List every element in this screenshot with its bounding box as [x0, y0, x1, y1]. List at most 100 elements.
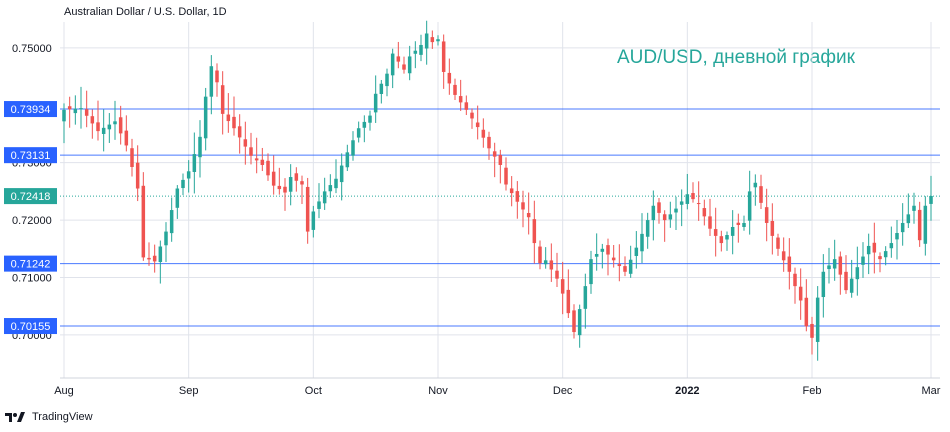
- candle-body: [351, 140, 355, 156]
- candle-body: [838, 256, 843, 275]
- last-price-badge-bg: [4, 188, 57, 205]
- candle-body: [583, 286, 588, 309]
- candle-body: [424, 33, 429, 49]
- candle-body: [379, 83, 384, 94]
- candle-body: [566, 289, 571, 314]
- candle-body: [810, 323, 814, 338]
- candle-body: [662, 214, 667, 221]
- candle-body: [458, 96, 463, 103]
- candle-body: [101, 127, 106, 134]
- candle-body: [725, 235, 729, 240]
- tradingview-logo-text: TradingView: [32, 411, 93, 423]
- candle-body: [277, 185, 282, 190]
- candle-body: [181, 179, 185, 189]
- candle-body: [475, 122, 480, 128]
- candle-body: [260, 159, 265, 165]
- candle-body: [645, 220, 650, 237]
- candle-body: [923, 205, 928, 244]
- candle-body: [742, 222, 746, 227]
- x-tick-label: Aug: [54, 385, 74, 397]
- candle-body: [368, 115, 372, 123]
- candle-body: [492, 151, 497, 157]
- chart-svg[interactable]: Australian Dollar / U.S. Dollar, 1D AUD/…: [0, 0, 950, 400]
- candle-body: [135, 162, 140, 189]
- candle-body: [606, 245, 610, 255]
- candle-body: [804, 297, 809, 327]
- candle-body: [345, 152, 350, 168]
- candle-body: [447, 72, 452, 84]
- candle-body: [192, 154, 197, 172]
- x-tick-label: Mar: [922, 385, 941, 397]
- candle-body: [708, 216, 712, 229]
- candle-body: [577, 309, 582, 336]
- candle-body: [600, 248, 605, 252]
- candle-body: [334, 178, 338, 189]
- candle-body: [623, 266, 627, 272]
- candle-body: [719, 236, 724, 244]
- tradingview-logo[interactable]: TradingView: [4, 410, 93, 424]
- candle-body: [436, 39, 440, 42]
- candle-body: [441, 41, 446, 72]
- y-tick-label: 0.75000: [12, 43, 52, 55]
- candle-body: [594, 253, 599, 257]
- candle-body: [617, 264, 622, 267]
- candle-body: [124, 130, 129, 146]
- candle-body: [271, 171, 276, 186]
- candle-body: [254, 158, 259, 161]
- candle-body: [413, 50, 418, 54]
- candle-body: [917, 209, 922, 241]
- candle-body: [538, 246, 542, 264]
- level-badge-label: 0.73131: [11, 150, 51, 162]
- x-tick-label: Feb: [803, 385, 822, 397]
- tradingview-logo-icon: [5, 412, 25, 422]
- candle-body: [498, 154, 503, 165]
- candle-body: [453, 84, 457, 95]
- x-tick-label: Nov: [428, 385, 448, 397]
- level-lines: [60, 108, 940, 327]
- candle-body: [560, 279, 565, 294]
- candle-body: [373, 93, 378, 113]
- candle-body: [169, 210, 174, 234]
- level-badge-bg: [4, 318, 57, 335]
- candle-body: [504, 167, 508, 185]
- candle-body: [164, 231, 168, 246]
- candle-body: [407, 56, 412, 74]
- candle-body: [912, 205, 916, 211]
- candle-body: [753, 182, 758, 188]
- candle-body: [96, 122, 100, 132]
- candle-body: [243, 139, 248, 147]
- candle-body: [317, 201, 321, 209]
- candle-body: [305, 186, 310, 232]
- candle-body: [543, 260, 548, 265]
- candle-body: [827, 265, 831, 270]
- candle-body: [339, 165, 344, 183]
- candle-body: [390, 53, 395, 76]
- candle-body: [906, 214, 911, 224]
- candle-body: [679, 201, 684, 205]
- candle-body: [776, 237, 780, 249]
- price-badges: 0.73934 0.73131 0.71242 0.70155 0.72418: [4, 101, 57, 335]
- candle-body: [198, 136, 202, 158]
- candle-body: [226, 114, 231, 122]
- level-badge-bg: [4, 101, 57, 118]
- candle-body: [311, 211, 316, 230]
- candle-body: [555, 270, 559, 279]
- candle-body: [84, 109, 89, 116]
- candle-body: [730, 226, 735, 236]
- candle-body: [781, 251, 786, 261]
- candle-body: [402, 64, 406, 70]
- candle-body: [220, 85, 225, 114]
- candle-body: [589, 259, 593, 285]
- candle-body: [419, 44, 423, 55]
- candle-body: [634, 247, 639, 256]
- candle-body: [362, 121, 367, 128]
- candle-body: [294, 173, 299, 181]
- candle-body: [141, 185, 146, 258]
- candle-body: [549, 260, 554, 270]
- chart-annotation: AUD/USD, дневной график: [617, 47, 856, 68]
- candle-body: [175, 188, 180, 208]
- candle-body: [249, 147, 253, 156]
- candle-body: [283, 186, 287, 193]
- candle-body: [855, 267, 860, 280]
